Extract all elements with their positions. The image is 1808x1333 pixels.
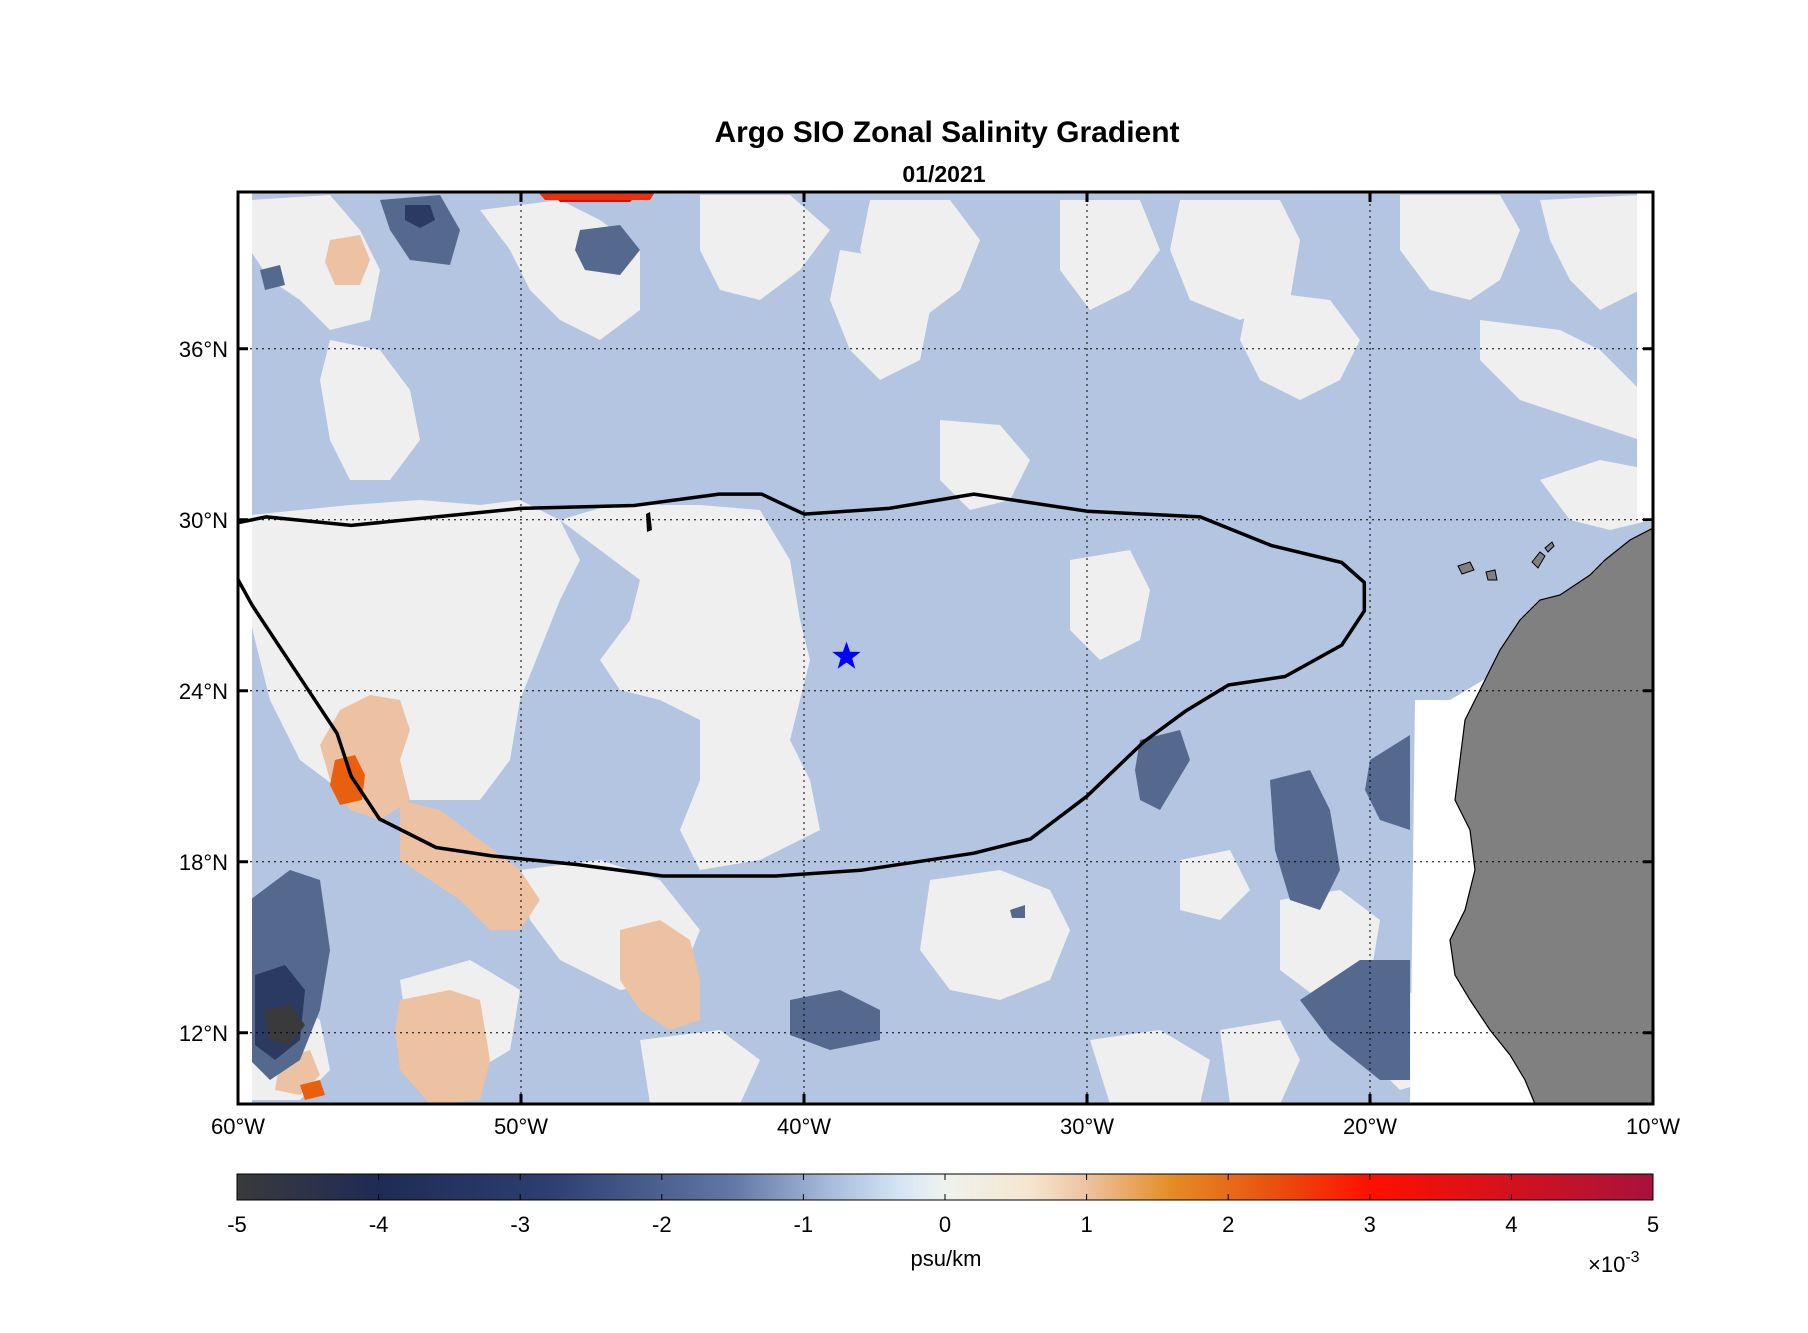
x-tick-label: 10°W xyxy=(1626,1114,1680,1139)
colorbar-tick-label: -2 xyxy=(652,1212,672,1237)
positive-gradient-regions xyxy=(275,235,700,1104)
x-tick-label: 30°W xyxy=(1060,1114,1114,1139)
colorbar-tick-label: 1 xyxy=(1080,1212,1092,1237)
colorbar-tick-label: 0 xyxy=(939,1212,951,1237)
canary-islands xyxy=(1457,541,1555,581)
y-tick-label: 36°N xyxy=(179,337,228,362)
y-tick-label: 12°N xyxy=(179,1021,228,1046)
colorbar-tick-label: -1 xyxy=(794,1212,814,1237)
colorbar-tick-label: -4 xyxy=(369,1212,389,1237)
colorbar-tick-label: 3 xyxy=(1364,1212,1376,1237)
salinity-max-contour xyxy=(238,492,1367,878)
colorbar-tick-label: -3 xyxy=(510,1212,530,1237)
location-star-marker xyxy=(832,641,861,669)
colorbar-tick-label: 4 xyxy=(1505,1212,1517,1237)
colorbar-tick-labels: -5 -4 -3 -2 -1 0 1 2 3 4 5 xyxy=(227,1212,1659,1237)
y-axis-tick-labels: 12°N 18°N 24°N 30°N 36°N xyxy=(179,337,228,1046)
colorbar-label: psu/km xyxy=(911,1246,982,1271)
positive-edge-patches xyxy=(538,192,655,200)
figure-title: Argo SIO Zonal Salinity Gradient xyxy=(714,116,1179,149)
colorbar-exponent: -3 xyxy=(1625,1249,1639,1266)
figure-subtitle: 01/2021 xyxy=(902,161,985,187)
map-frame xyxy=(236,190,1655,1106)
x-tick-label: 60°W xyxy=(211,1114,265,1139)
salinity-gradient-field xyxy=(238,192,1653,1104)
near-zero-regions xyxy=(240,195,1652,1104)
colorbar-ticks xyxy=(236,1174,1654,1200)
y-tick-label: 18°N xyxy=(179,850,228,875)
axis-ticks xyxy=(236,192,1655,1104)
colorbar-tick-label: -5 xyxy=(227,1212,247,1237)
x-axis-tick-labels: 60°W 50°W 40°W 30°W 20°W 10°W xyxy=(211,1114,1680,1139)
africa-land xyxy=(1449,527,1653,1104)
peak-negative-region xyxy=(265,1005,305,1045)
colorbar-multiplier: ×10-3 xyxy=(1588,1249,1640,1277)
contour-small-feature xyxy=(646,512,652,532)
colorbar-tick-label: 5 xyxy=(1647,1212,1659,1237)
strong-positive-regions xyxy=(300,755,365,1100)
east-edge-mask xyxy=(1637,192,1653,522)
y-tick-label: 30°N xyxy=(179,508,228,533)
west-edge-mask xyxy=(238,192,252,1104)
map-gridlines xyxy=(238,192,1653,1104)
x-tick-label: 20°W xyxy=(1343,1114,1397,1139)
x-tick-label: 40°W xyxy=(777,1114,831,1139)
x-tick-label: 50°W xyxy=(494,1114,548,1139)
colorbar-tick-label: 2 xyxy=(1222,1212,1234,1237)
y-tick-label: 24°N xyxy=(179,679,228,704)
